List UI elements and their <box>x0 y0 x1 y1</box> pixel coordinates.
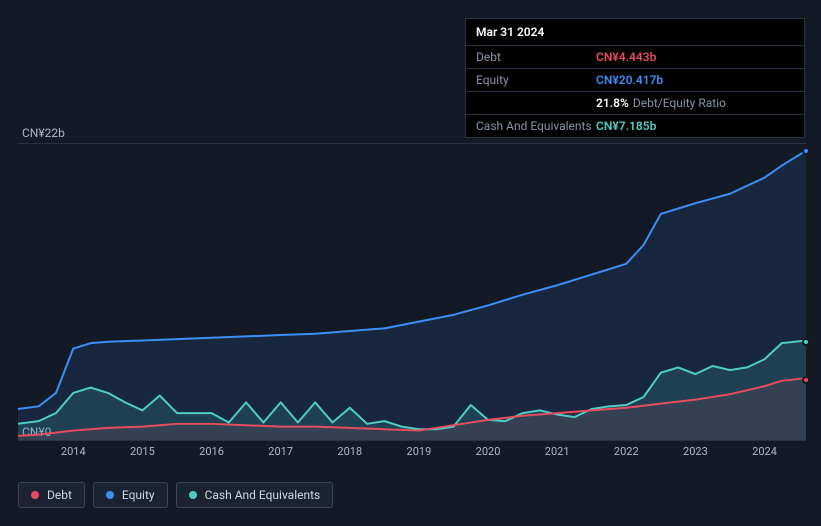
tooltip-row: EquityCN¥20.417b <box>466 69 804 92</box>
tooltip-row-label: Equity <box>476 73 596 87</box>
xaxis-tick: 2018 <box>337 445 362 458</box>
tooltip-row-label: Cash And Equivalents <box>476 119 596 133</box>
xaxis-tick: 2015 <box>130 445 155 458</box>
debt-end-marker <box>802 376 810 384</box>
tooltip-row: DebtCN¥4.443b <box>466 46 804 69</box>
tooltip-card: Mar 31 2024 DebtCN¥4.443bEquityCN¥20.417… <box>465 18 805 138</box>
xaxis-tick: 2016 <box>199 445 224 458</box>
chart-svg <box>18 144 806 440</box>
tooltip-row-sublabel: Debt/Equity Ratio <box>633 96 726 110</box>
xaxis-tick: 2022 <box>614 445 639 458</box>
xaxis-tick: 2021 <box>545 445 570 458</box>
cash-end-marker <box>802 338 810 346</box>
tooltip-row-label <box>476 96 596 110</box>
xaxis-tick: 2020 <box>476 445 501 458</box>
legend-label: Cash And Equivalents <box>205 488 321 502</box>
tooltip-row-value: CN¥7.185b <box>596 119 656 133</box>
yaxis-top-label: CN¥22b <box>22 126 65 140</box>
legend: Debt Equity Cash And Equivalents <box>18 482 333 508</box>
legend-swatch <box>106 491 114 499</box>
tooltip-date: Mar 31 2024 <box>466 19 804 46</box>
xaxis-tick: 2019 <box>407 445 432 458</box>
tooltip-row: 21.8%Debt/Equity Ratio <box>466 92 804 115</box>
xaxis-tick: 2014 <box>61 445 86 458</box>
tooltip-row: Cash And EquivalentsCN¥7.185b <box>466 115 804 137</box>
legend-label: Equity <box>122 488 155 502</box>
tooltip-row-label: Debt <box>476 50 596 64</box>
tooltip-row-value: CN¥20.417b <box>596 73 663 87</box>
legend-label: Debt <box>47 488 72 502</box>
xaxis-tick: 2017 <box>268 445 293 458</box>
chart-plot-area[interactable] <box>18 143 806 441</box>
tooltip-row-value: CN¥4.443b <box>596 50 656 64</box>
legend-item[interactable]: Debt <box>18 482 85 508</box>
legend-swatch <box>189 491 197 499</box>
tooltip-row-value: 21.8%Debt/Equity Ratio <box>596 96 726 110</box>
equity-end-marker <box>802 147 810 155</box>
legend-swatch <box>31 491 39 499</box>
xaxis: 2014 2015 2016 2017 2018 2019 2020 2021 2022 2023… <box>18 445 806 465</box>
legend-item[interactable]: Cash And Equivalents <box>176 482 334 508</box>
legend-item[interactable]: Equity <box>93 482 168 508</box>
xaxis-tick: 2023 <box>683 445 708 458</box>
xaxis-tick: 2024 <box>752 445 777 458</box>
